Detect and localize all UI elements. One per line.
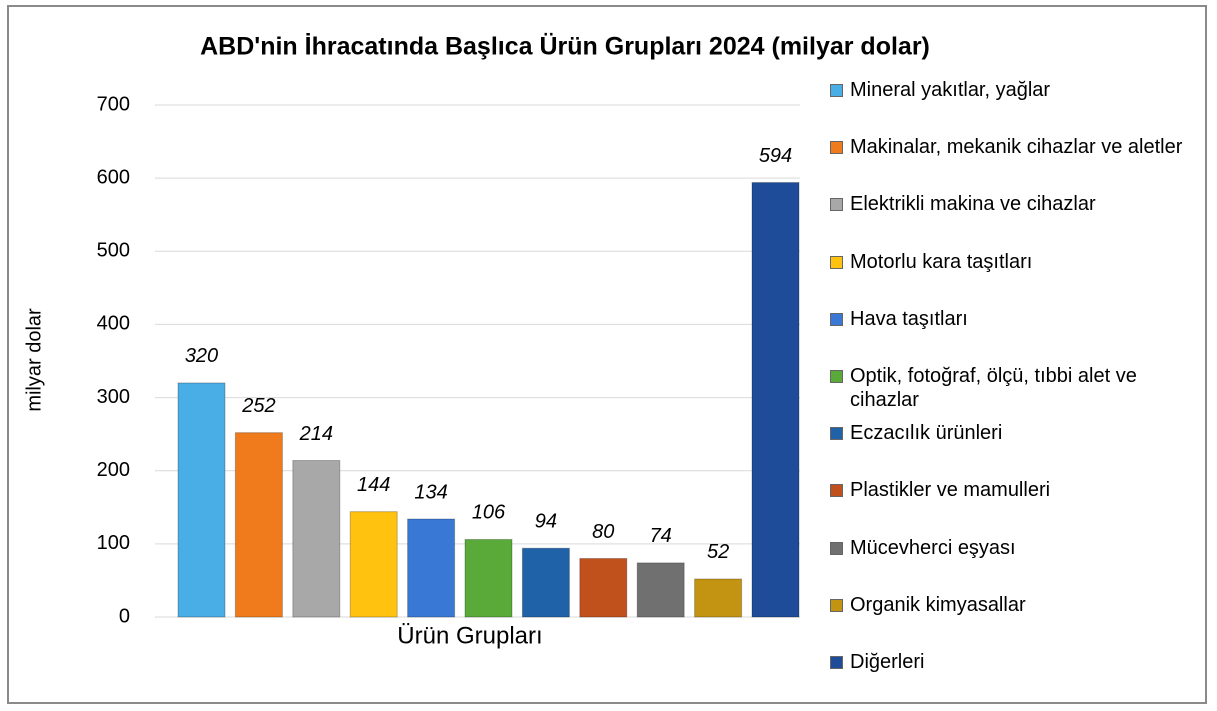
y-tick-label: 100 <box>97 532 130 554</box>
data-label: 52 <box>707 541 729 563</box>
legend-label: Diğerleri <box>850 651 925 673</box>
legend-item: Elektrikli makina ve cihazlar <box>830 192 1200 216</box>
y-tick-label: 700 <box>97 93 130 115</box>
legend-swatch <box>830 84 843 97</box>
y-axis-label: milyar dolar <box>23 308 45 412</box>
legend-swatch <box>830 312 843 326</box>
bar <box>407 518 456 618</box>
data-label: 144 <box>357 474 390 496</box>
legend-item: Motorlu kara taşıtları <box>830 250 1200 274</box>
y-tick-label: 500 <box>97 240 130 262</box>
data-label: 74 <box>650 525 672 547</box>
legend-label: Makinalar, mekanik cihazlar ve aletler <box>850 136 1183 159</box>
y-tick-label: 300 <box>97 386 130 408</box>
legend-swatch <box>830 598 843 612</box>
data-label: 594 <box>759 145 792 167</box>
bar <box>177 382 226 618</box>
data-label: 80 <box>592 521 614 543</box>
bar <box>234 432 283 618</box>
y-tick-label: 600 <box>97 166 130 188</box>
chart-title: ABD'nin İhracatında Başlıca Ürün Gruplar… <box>200 32 930 61</box>
bar <box>292 459 341 618</box>
data-label: 252 <box>241 395 275 417</box>
bar <box>694 578 743 618</box>
legend-swatch <box>830 541 843 555</box>
legend-item: Plastikler ve mamulleri <box>830 478 1200 502</box>
y-tick-label: 400 <box>97 313 130 335</box>
bar <box>579 557 628 618</box>
legend-item: Optik, fotoğraf, ölçü, tıbbi alet ve cih… <box>830 364 1200 412</box>
legend-item: Mücevherci eşyası <box>830 536 1200 560</box>
legend-swatch <box>830 427 843 441</box>
legend-label: Optik, fotoğraf, ölçü, tıbbi alet ve cih… <box>850 365 1137 411</box>
legend-label: Eczacılık ürünleri <box>850 422 1003 445</box>
legend-item: Makinalar, mekanik cihazlar ve aletler <box>830 135 1200 159</box>
legend-swatch <box>830 484 843 498</box>
legend-swatch <box>830 255 843 269</box>
x-axis-label: Ürün Grupları <box>397 622 542 649</box>
bar <box>636 562 685 618</box>
bar <box>751 182 800 618</box>
legend-item: Diğerleri <box>830 650 1200 674</box>
legend-item: Hava taşıtları <box>830 307 1200 331</box>
data-label: 320 <box>185 345 218 367</box>
legend-label: Organik kimyasallar <box>850 593 1026 616</box>
data-label: 94 <box>535 511 557 533</box>
legend-label: Mücevherci eşyası <box>850 536 1016 559</box>
legend-label: Mineral yakıtlar, yağlar <box>850 79 1051 101</box>
legend-swatch <box>830 198 843 212</box>
bar <box>464 538 513 618</box>
bar <box>349 511 398 618</box>
legend-swatch <box>830 370 843 383</box>
legend-item: Organik kimyasallar <box>830 593 1200 617</box>
legend-label: Hava taşıtları <box>850 307 968 330</box>
data-label: 134 <box>414 481 447 503</box>
chart-border <box>7 5 1207 704</box>
data-label: 214 <box>299 423 333 445</box>
legend-label: Motorlu kara taşıtları <box>850 250 1033 273</box>
y-tick-label: 0 <box>119 605 130 627</box>
legend-item: Mineral yakıtlar, yağlar <box>830 78 1200 102</box>
legend-label: Plastikler ve mamulleri <box>850 479 1051 502</box>
y-tick-label: 200 <box>97 459 130 481</box>
legend-label: Elektrikli makina ve cihazlar <box>850 193 1096 216</box>
legend-swatch <box>830 656 843 669</box>
legend-item: Eczacılık ürünleri <box>830 421 1200 445</box>
data-label: 106 <box>472 502 506 524</box>
legend-swatch <box>830 141 843 155</box>
bar <box>521 547 570 618</box>
